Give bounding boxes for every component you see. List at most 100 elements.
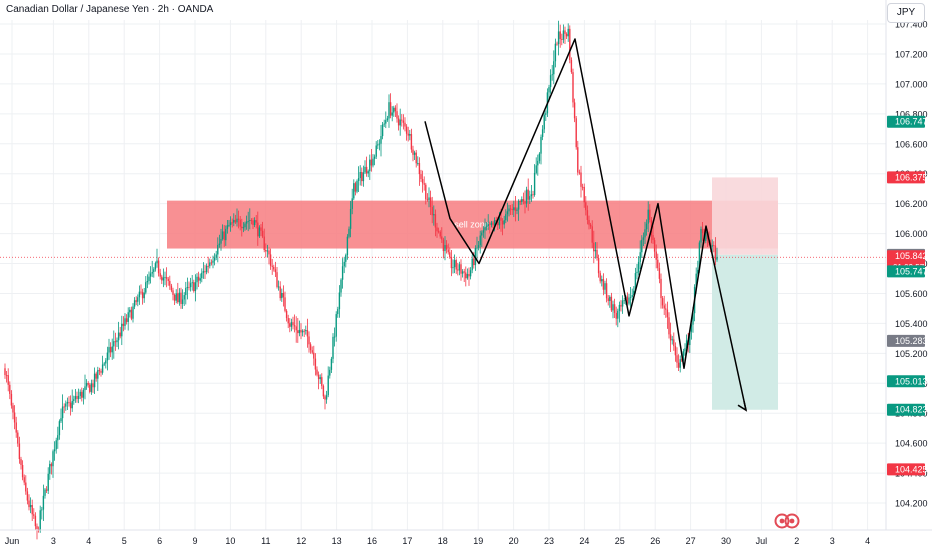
- chart-title: Canadian Dollar / Japanese Yen · 2h · OA…: [6, 4, 214, 15]
- candle-body: [487, 223, 489, 227]
- candle-body: [460, 264, 462, 274]
- candle-body: [669, 334, 672, 341]
- candle-body: [332, 336, 334, 359]
- candle-body: [100, 371, 102, 373]
- candle-body: [268, 250, 270, 255]
- candle-body: [137, 297, 139, 302]
- candle-body: [601, 279, 603, 282]
- candle-body: [671, 339, 673, 341]
- price-tick-label: 106.800: [895, 109, 928, 119]
- candle-body: [4, 368, 6, 376]
- candle-body: [490, 222, 493, 225]
- candle-body: [319, 377, 321, 380]
- candle-body: [580, 172, 582, 187]
- time-tick-label: 23: [544, 536, 554, 546]
- price-tick-label: 107.200: [895, 49, 928, 59]
- candle-body: [716, 257, 718, 260]
- candle-body: [42, 495, 45, 510]
- candle-body: [170, 285, 173, 291]
- candle-body: [649, 209, 651, 220]
- candle-body: [165, 277, 168, 279]
- candle-body: [121, 323, 123, 337]
- time-tick-label: 24: [579, 536, 589, 546]
- candle-body: [481, 232, 483, 236]
- candle-body: [431, 207, 433, 216]
- candle-body: [617, 310, 619, 319]
- candle-body: [482, 230, 485, 233]
- candle-body: [186, 286, 189, 288]
- candle-body: [106, 352, 109, 361]
- candle-body: [657, 259, 659, 269]
- candle-body: [271, 265, 273, 267]
- candle-body: [479, 235, 481, 246]
- candle-body: [436, 227, 438, 232]
- time-axis[interactable]: Jun 3 4 5 6 9 10 11 12 13 16 17 18 19 20 23 24 25 26 27 30 Ju…: [0, 529, 932, 546]
- pattern-line[interactable]: [424, 38, 748, 412]
- candle-body: [537, 160, 539, 166]
- candle-body: [253, 220, 256, 225]
- candle-body: [98, 370, 101, 372]
- candle-body: [677, 362, 680, 368]
- candle-body: [642, 237, 645, 240]
- candle-body: [212, 260, 214, 263]
- candle-body: [132, 306, 134, 319]
- time-tick-label: 13: [332, 536, 342, 546]
- candle-body: [196, 276, 198, 283]
- candle-body: [122, 323, 125, 326]
- candle-body: [641, 239, 643, 253]
- candle-body: [541, 129, 544, 137]
- candle-body: [105, 360, 107, 364]
- candle-body: [197, 276, 200, 281]
- candle-body: [370, 159, 373, 166]
- candle-body: [300, 329, 302, 333]
- candle-body: [281, 292, 283, 299]
- candle-body: [572, 72, 574, 103]
- candle-body: [215, 254, 217, 258]
- tradingview-logo-icon[interactable]: [774, 513, 800, 529]
- candle-body: [157, 260, 160, 274]
- candle-body: [522, 199, 525, 202]
- candle-body: [311, 350, 313, 353]
- candle-body: [73, 399, 75, 401]
- price-tag-label: 105.013: [895, 376, 928, 386]
- candle-body: [261, 230, 264, 237]
- candle-body: [674, 346, 677, 356]
- candle-body: [305, 330, 307, 332]
- pattern-polyline[interactable]: [424, 38, 747, 411]
- candle-body: [559, 31, 561, 40]
- candle-body: [545, 113, 547, 115]
- candle-body: [317, 374, 320, 380]
- time-tick-label: 25: [615, 536, 625, 546]
- candle-body: [476, 247, 478, 249]
- candle-body: [540, 136, 542, 154]
- take-profit-zone: [712, 254, 778, 410]
- candle-body: [327, 375, 329, 396]
- candle-body: [255, 220, 257, 223]
- price-tick-label: 107.400: [895, 20, 928, 30]
- candle-body: [441, 236, 443, 240]
- candle-body: [250, 220, 253, 221]
- candle-body: [20, 459, 22, 465]
- candle-body: [66, 401, 69, 404]
- candle-body: [647, 209, 649, 224]
- candle-body: [57, 435, 59, 441]
- candle-body: [485, 226, 488, 228]
- candle-body: [516, 209, 518, 211]
- currency-button[interactable]: JPY: [887, 3, 925, 23]
- candle-body: [591, 226, 593, 243]
- candle-body: [690, 324, 693, 332]
- candle-body: [562, 30, 565, 40]
- candle-body: [447, 249, 449, 253]
- candle-body: [401, 119, 403, 121]
- candle-body: [578, 172, 581, 174]
- candle-body: [569, 28, 571, 60]
- candle-body: [457, 269, 459, 271]
- price-tag: [887, 403, 925, 416]
- candle-body: [149, 273, 152, 277]
- candle-body: [375, 145, 377, 157]
- candle-body: [577, 147, 579, 173]
- candle-body: [87, 383, 89, 385]
- candle-body: [354, 183, 357, 192]
- time-tick-label: 4: [865, 536, 870, 546]
